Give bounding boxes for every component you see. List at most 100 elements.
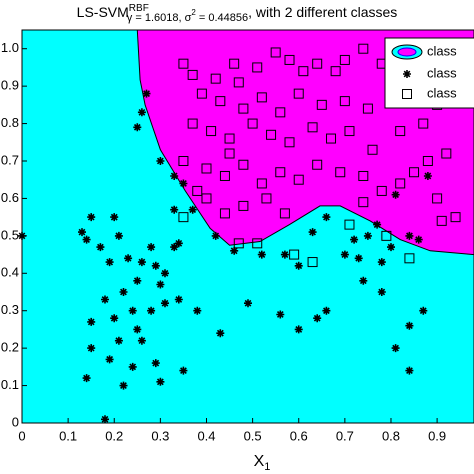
square-point [367, 144, 378, 155]
x-tick-label: 0.1 [59, 428, 77, 443]
x-axis-label: X1 [254, 453, 271, 473]
y-tick-label: 0.9 [1, 78, 19, 93]
star-point [96, 243, 105, 252]
star-point [276, 310, 285, 319]
square-point [219, 208, 230, 219]
star-point [133, 276, 142, 285]
star-point [377, 288, 386, 296]
title-superscript: RBF [129, 3, 149, 14]
legend-marker [403, 70, 411, 78]
square-point [344, 126, 355, 137]
star-point [110, 213, 119, 222]
star-point [119, 381, 128, 390]
square-point [256, 92, 267, 103]
star-point [174, 295, 183, 304]
square-point [210, 73, 221, 84]
star-point [193, 306, 202, 315]
square-point [307, 122, 318, 133]
star-point [294, 261, 303, 270]
y-tick-label: 0 [12, 414, 19, 429]
legend-box [384, 37, 474, 109]
square-point [441, 148, 452, 159]
square-point [201, 163, 212, 174]
square-point [362, 103, 373, 114]
legend-label: class [427, 65, 457, 80]
square-point [284, 137, 295, 148]
title-end: , with 2 different classes [248, 4, 397, 20]
square-point [358, 197, 369, 208]
x-tick-label: 0.6 [290, 428, 308, 443]
star-point [133, 325, 142, 334]
star-point [156, 377, 165, 386]
star-point [87, 344, 96, 353]
square-point [252, 238, 263, 249]
square-point [395, 178, 406, 189]
square-point [261, 193, 272, 204]
star-point [124, 254, 133, 263]
square-point [178, 58, 189, 69]
star-point [110, 314, 119, 323]
star-point [179, 179, 188, 188]
square-point [293, 174, 304, 185]
chart-title: LS-SVMRBF γ = 1.6018, σ2 = 0.44856, with … [77, 3, 398, 24]
star-point [423, 172, 432, 180]
square-point [201, 193, 212, 204]
square-point [293, 88, 304, 99]
square-point [187, 69, 198, 80]
square-point [238, 159, 249, 170]
x-label-main: X [254, 453, 265, 470]
square-point [275, 167, 286, 178]
star-point [377, 258, 386, 267]
x-tick-label: 0.7 [336, 428, 354, 443]
star-point [387, 243, 395, 252]
square-point [344, 219, 355, 230]
square-point [330, 66, 341, 77]
square-point [312, 159, 323, 170]
x-tick-label: 0 [18, 428, 25, 443]
square-point [229, 58, 240, 69]
star-point [82, 235, 91, 244]
star-point [354, 254, 363, 263]
legend-marker [402, 89, 412, 99]
x-tick-label: 0.8 [382, 428, 400, 443]
star-point [128, 362, 137, 371]
x-tick-label: 0.4 [197, 428, 215, 443]
square-point [316, 99, 327, 110]
y-tick-label: 0.4 [1, 265, 19, 280]
star-point [174, 239, 183, 248]
star-point [257, 250, 266, 259]
star-point [137, 258, 146, 267]
star-point [373, 220, 382, 229]
star-point [419, 306, 428, 315]
square-point [395, 126, 406, 137]
star-point [170, 172, 179, 180]
star-point [156, 280, 165, 289]
square-point [233, 238, 244, 249]
star-point [170, 243, 179, 252]
square-point [233, 77, 244, 88]
y-tick-label: 0.5 [1, 227, 19, 242]
square-point [358, 43, 369, 54]
star-point [216, 329, 225, 338]
legend-icon-region-inner [397, 47, 417, 57]
star-point [313, 314, 322, 323]
star-point [119, 288, 128, 296]
star-point [114, 336, 123, 345]
star-point [161, 269, 169, 278]
title-main: LS-SVM [77, 4, 129, 20]
square-point [219, 170, 230, 181]
square-point [256, 178, 267, 189]
star-point [405, 321, 414, 330]
square-point [238, 200, 249, 211]
star-point [133, 123, 142, 132]
title-subscript-end: = 0.44856 [196, 12, 248, 24]
square-point [339, 54, 350, 65]
star-point [78, 228, 86, 237]
star-point [170, 205, 179, 214]
square-point [196, 88, 207, 99]
star-point [280, 250, 289, 259]
y-tick-label: 0.2 [1, 340, 19, 355]
y-tick-label: 0.7 [1, 152, 19, 167]
star-point [308, 228, 317, 237]
square-point [312, 58, 323, 69]
